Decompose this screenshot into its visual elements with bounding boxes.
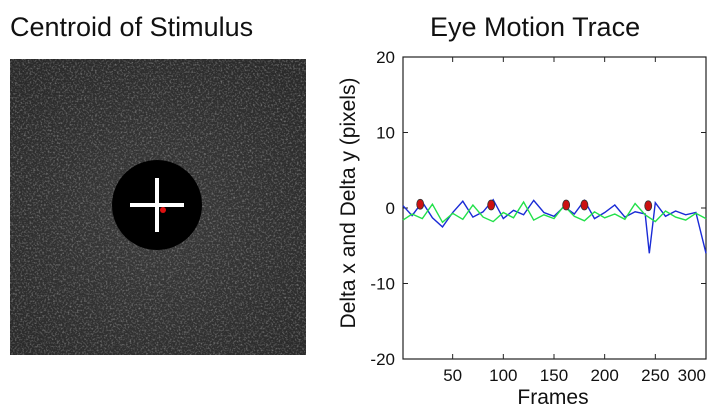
x-tick-label: 200 — [590, 366, 618, 385]
marker-layer — [416, 198, 653, 212]
event-marker — [644, 200, 653, 212]
y-tick-label: 20 — [376, 48, 395, 67]
x-tick-label: 50 — [443, 366, 462, 385]
x-axis-label: Frames — [517, 386, 588, 409]
retinal-image — [10, 59, 306, 355]
x-tick-label: 100 — [489, 366, 517, 385]
stimulus-panel-title: Centroid of Stimulus — [10, 12, 254, 42]
plot-frame — [402, 56, 707, 360]
y-axis-ticks: 20 10 0 -10 -20 — [370, 48, 706, 369]
series-line-1 — [402, 198, 707, 254]
y-axis-label: Delta x and Delta y (pixels) — [337, 78, 360, 329]
y-tick-label: -20 — [370, 350, 395, 369]
x-tick-label: 300 — [678, 366, 706, 385]
event-marker — [416, 198, 425, 210]
x-axis-ticks: 50 100 150 200 250 300 — [443, 57, 707, 385]
x-tick-label: 250 — [641, 366, 669, 385]
y-tick-label: 0 — [386, 199, 395, 218]
event-marker — [487, 199, 496, 211]
event-marker — [562, 199, 571, 211]
y-tick-label: -10 — [370, 275, 395, 294]
y-tick-label: 10 — [376, 124, 395, 143]
chart-title: Eye Motion Trace — [430, 12, 641, 42]
series-layer — [402, 198, 707, 254]
event-marker — [580, 199, 589, 211]
stimulus-centroid-dot — [160, 207, 166, 213]
series-line-2 — [402, 200, 707, 224]
x-tick-label: 150 — [540, 366, 568, 385]
